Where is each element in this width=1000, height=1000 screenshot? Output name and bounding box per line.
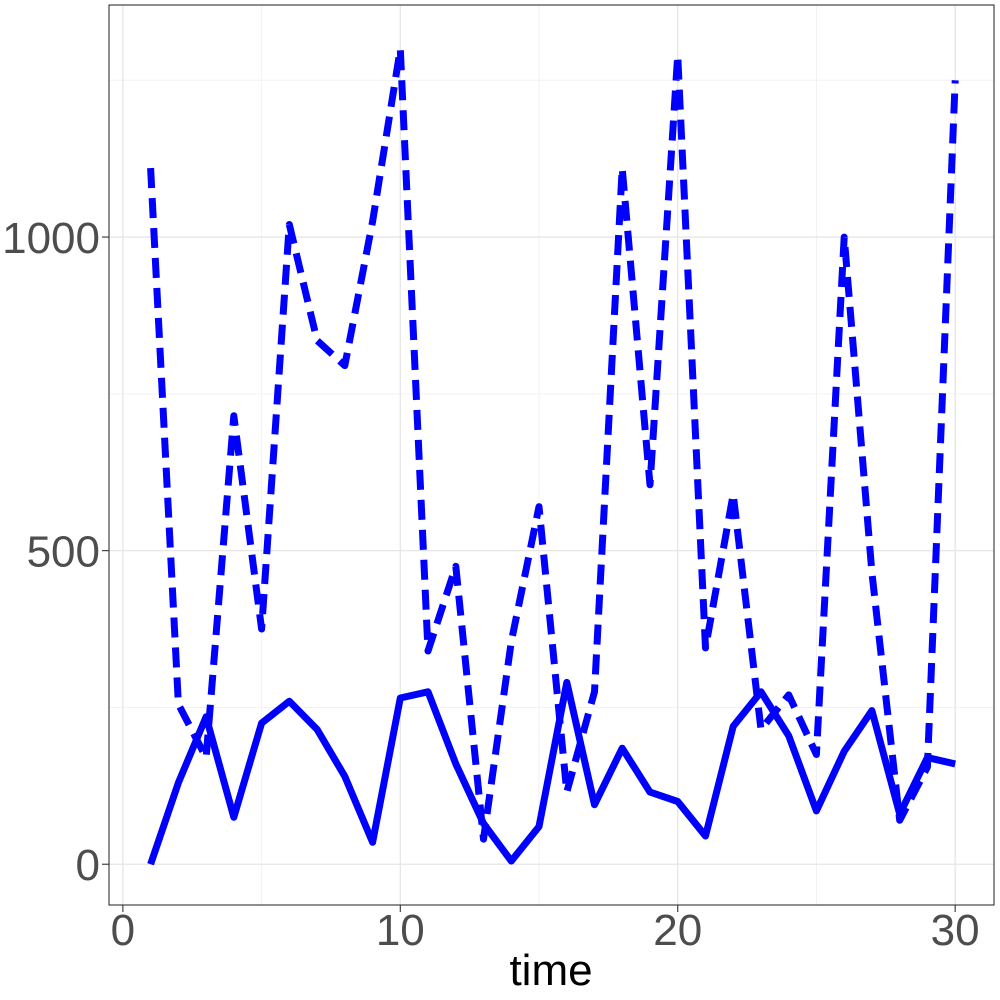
y-tick-labels: 0 500 1000 — [2, 214, 100, 890]
x-tick-label: 30 — [931, 906, 980, 955]
x-tick-labels: 0 10 20 30 — [111, 906, 980, 955]
major-gridlines — [109, 5, 994, 905]
dashed-series-line — [147, 45, 959, 843]
x-axis-title: time — [509, 946, 592, 995]
series-layer — [147, 45, 959, 866]
y-tick-label: 0 — [76, 841, 100, 890]
solid-series-line — [147, 678, 956, 866]
x-tick-label: 0 — [111, 906, 135, 955]
y-tick-label: 500 — [27, 528, 100, 577]
x-tick-label: 20 — [653, 906, 702, 955]
y-tick-label: 1000 — [2, 214, 100, 263]
axis-ticks — [102, 236, 956, 912]
plot-border — [108, 4, 995, 906]
x-tick-label: 10 — [376, 906, 425, 955]
minor-gridlines — [109, 5, 994, 905]
